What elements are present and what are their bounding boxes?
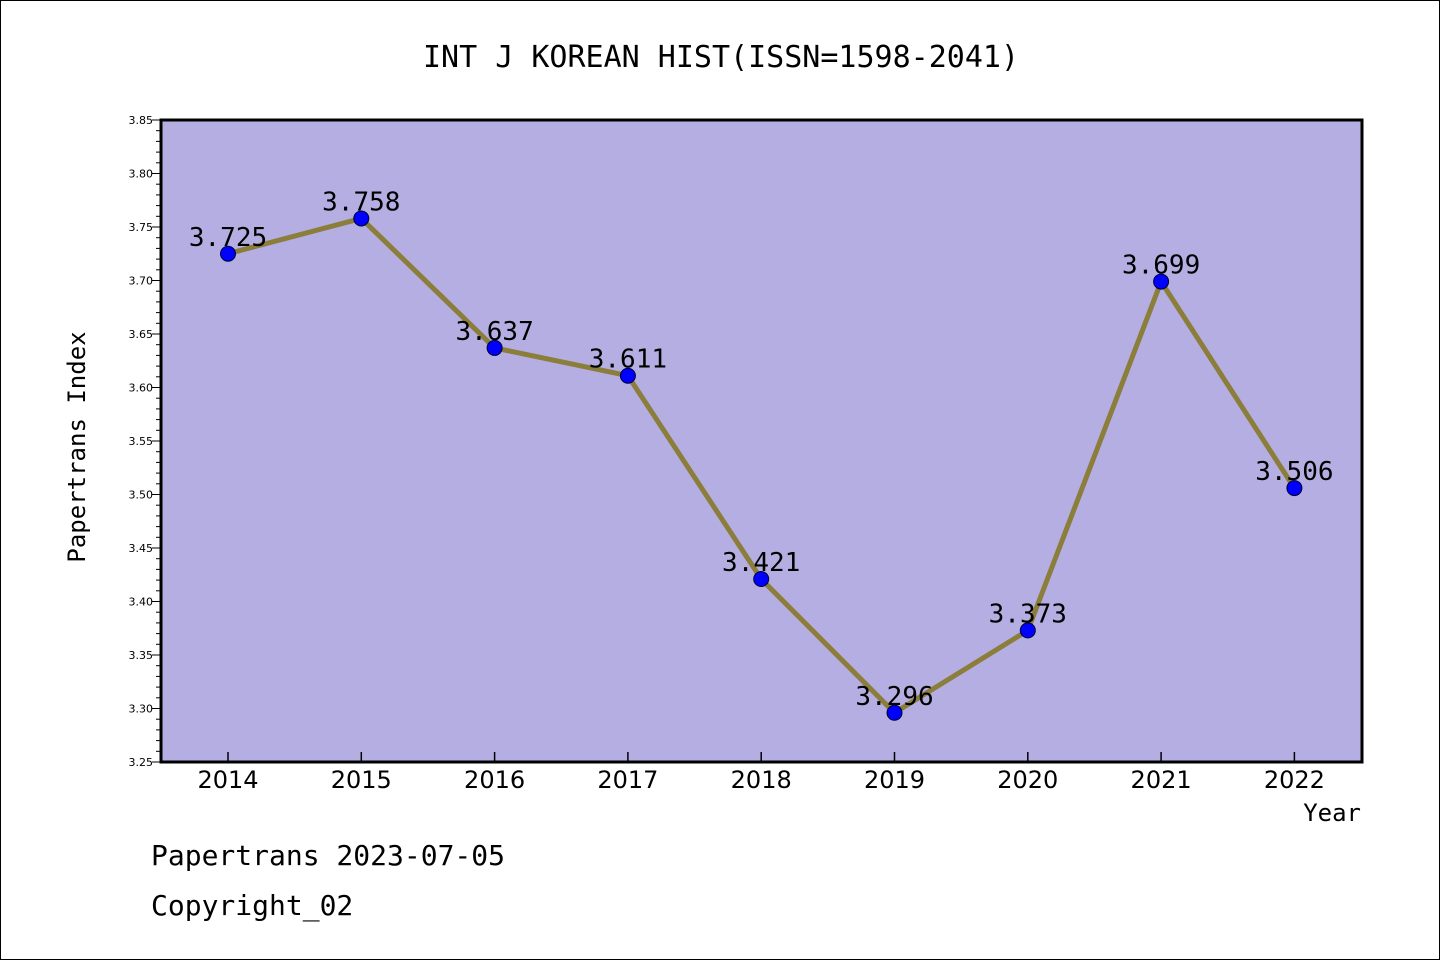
data-label: 3.611 [589, 345, 667, 375]
x-tick-label: 2020 [997, 766, 1058, 794]
data-markers [220, 210, 1303, 721]
x-tick-label: 2022 [1264, 766, 1325, 794]
data-label: 3.758 [322, 187, 400, 217]
data-point [1153, 273, 1170, 290]
y-tick-label: 3.45 [129, 542, 154, 555]
y-tick-label: 3.50 [129, 489, 154, 502]
y-tick-label: 3.85 [129, 114, 154, 127]
data-point [1019, 622, 1036, 639]
data-point [619, 367, 636, 384]
data-label: 3.421 [722, 548, 800, 578]
y-tick-label: 3.55 [129, 435, 154, 448]
data-label: 3.725 [189, 223, 267, 253]
data-label: 3.506 [1255, 457, 1333, 487]
y-tick-label: 3.35 [129, 649, 154, 662]
x-axis: 2014 2015 2016 2017 2018 2019 2020 2021 2022 [197, 752, 1325, 794]
data-label: 3.373 [989, 599, 1067, 629]
y-tick-label: 3.40 [129, 596, 154, 609]
y-tick-label: 3.25 [129, 756, 154, 769]
y-tick-label: 3.60 [129, 382, 154, 395]
footer-copyright: Copyright_02 [151, 889, 353, 923]
footer-date: Papertrans 2023-07-05 [151, 839, 505, 872]
x-tick-label: 2015 [331, 766, 392, 794]
chart-title: INT J KOREAN HIST(ISSN=1598-2041) [423, 40, 1019, 75]
y-tick-label: 3.30 [129, 703, 154, 716]
y-axis: 3.25 3.30 3.35 3.40 3.45 3.50 3.55 3.60 3.65 3.70… [129, 114, 161, 769]
data-point [486, 339, 503, 356]
data-label: 3.296 [855, 682, 933, 712]
x-tick-label: 2017 [597, 766, 658, 794]
x-axis-label: Year [1303, 799, 1361, 827]
data-point [1286, 480, 1303, 497]
plot-border [159, 118, 1364, 764]
data-point [753, 571, 770, 588]
data-labels: 3.725 3.758 3.637 3.611 3.421 3.296 3.373 3.699… [189, 187, 1334, 711]
y-tick-label: 3.65 [129, 328, 154, 341]
x-tick-label: 2014 [197, 766, 258, 794]
x-tick-label: 2016 [464, 766, 525, 794]
data-label: 3.699 [1122, 251, 1200, 281]
y-tick-label: 3.75 [129, 221, 154, 234]
x-tick-label: 2018 [731, 766, 792, 794]
y-axis-label: Papertrans Index [63, 331, 91, 562]
x-tick-label: 2019 [864, 766, 925, 794]
x-tick-label: 2021 [1131, 766, 1192, 794]
y-tick-label: 3.70 [129, 275, 154, 288]
data-point [886, 704, 903, 721]
data-point [220, 245, 236, 262]
y-tick-label: 3.80 [129, 168, 154, 181]
data-label: 3.637 [455, 317, 533, 347]
plot-area [161, 120, 1362, 762]
data-point [353, 210, 370, 227]
